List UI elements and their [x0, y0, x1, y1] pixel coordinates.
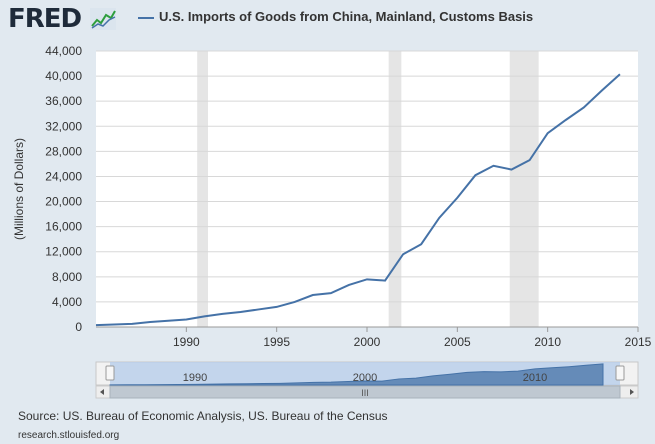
y-tick-label: 8,000 [52, 270, 82, 284]
x-tick-label: 2005 [444, 335, 471, 349]
navigator-handle[interactable] [105, 365, 115, 381]
scroll-left-arrow-icon[interactable] [100, 389, 104, 395]
navigator-tick-label: 2010 [523, 372, 547, 384]
y-tick-label: 44,000 [45, 44, 82, 58]
series-line [95, 73, 621, 327]
y-tick-label: 40,000 [45, 69, 82, 83]
scrollbar-grip: III [361, 388, 369, 398]
scrollbar-thumb[interactable] [109, 385, 621, 399]
navigator-tick-label: 1990 [183, 372, 207, 384]
fred-logo[interactable]: FRED [8, 4, 82, 34]
x-tick-label: 1990 [173, 335, 200, 349]
legend-swatch [138, 17, 154, 19]
y-tick-label: 20,000 [45, 195, 82, 209]
y-tick-label: 36,000 [45, 94, 82, 108]
y-tick-label: 4,000 [52, 295, 82, 309]
scroll-right-arrow-icon[interactable] [630, 389, 634, 395]
chart-header: FRED U.S. Imports of Goods from China, M… [0, 0, 655, 40]
y-axis-label: (Millions of Dollars) [12, 138, 26, 240]
legend-label[interactable]: U.S. Imports of Goods from China, Mainla… [159, 9, 534, 24]
recession-band [388, 51, 402, 327]
x-tick-label: 2010 [534, 335, 561, 349]
line-chart-icon [90, 8, 116, 30]
y-tick-label: 16,000 [45, 220, 82, 234]
navigator-tick-label: 2000 [353, 372, 377, 384]
recession-band [509, 51, 539, 327]
navigator-handle[interactable] [615, 365, 625, 381]
site-url[interactable]: research.stlouisfed.org [18, 430, 120, 441]
x-tick-label: 2015 [625, 335, 652, 349]
navigator-series [109, 363, 604, 386]
y-tick-label: 24,000 [45, 169, 82, 183]
x-tick-label: 2000 [354, 335, 381, 349]
y-tick-label: 12,000 [45, 245, 82, 259]
line-chart: 0 4,000 8,000 12,000 16,000 20,000 24,000 28,00… [12, 44, 652, 399]
source-note: Source: US. Bureau of Economic Analysis,… [18, 409, 388, 423]
x-tick-label: 1995 [263, 335, 290, 349]
plot-area [96, 51, 638, 327]
y-tick-label: 32,000 [45, 119, 82, 133]
y-tick-label: 28,000 [45, 144, 82, 158]
recession-band [197, 51, 209, 327]
y-tick-label: 0 [75, 320, 82, 334]
